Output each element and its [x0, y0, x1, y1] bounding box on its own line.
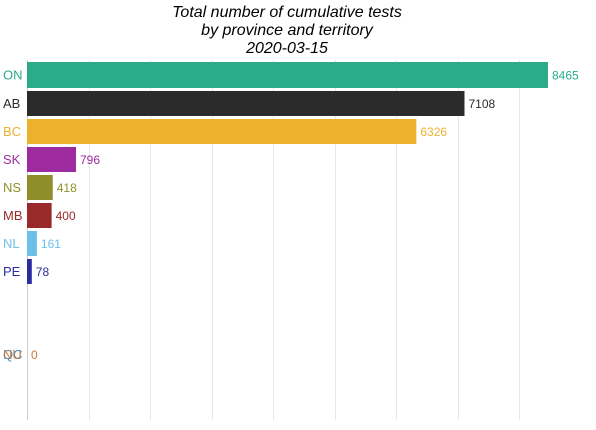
value-label-sk: 796 [80, 153, 100, 167]
value-label-nl: 161 [41, 237, 61, 251]
category-label-qc: QC [3, 347, 23, 362]
bar-on [27, 62, 548, 88]
category-label-pe: PE [3, 264, 21, 279]
value-label-ns: 418 [57, 181, 77, 195]
bar-pe [27, 259, 32, 284]
category-label-bc: BC [3, 124, 21, 139]
bars: ON 8465 AB 7108 BC 6326 SK 796 NS 418 MB 400 NL 161 PE… [3, 62, 579, 362]
bar-sk [27, 147, 76, 172]
category-label-nl: NL [3, 236, 20, 251]
value-label-ab: 7108 [468, 97, 495, 111]
chart-title-line-1: Total number of cumulative tests [172, 4, 402, 21]
bar-nl [27, 231, 37, 256]
value-label-pe: 78 [36, 265, 50, 279]
category-label-mb: MB [3, 208, 23, 223]
category-label-ab: AB [3, 96, 20, 111]
category-label-sk: SK [3, 152, 21, 167]
value-label-mb: 400 [56, 209, 76, 223]
chart-title-line-2: by province and territory [201, 22, 374, 39]
bar-ns [27, 175, 53, 200]
value-label-nu: 0 [31, 348, 38, 362]
bar-bc [27, 119, 417, 144]
chart-title-line-3: 2020-03-15 [245, 40, 328, 57]
bar-mb [27, 203, 52, 228]
category-label-ns: NS [3, 180, 21, 195]
category-label-on: ON [3, 68, 23, 83]
bar-ab [27, 91, 465, 116]
value-label-bc: 6326 [420, 125, 447, 139]
value-label-on: 8465 [552, 69, 579, 83]
category-label-nu: NU [3, 347, 22, 362]
